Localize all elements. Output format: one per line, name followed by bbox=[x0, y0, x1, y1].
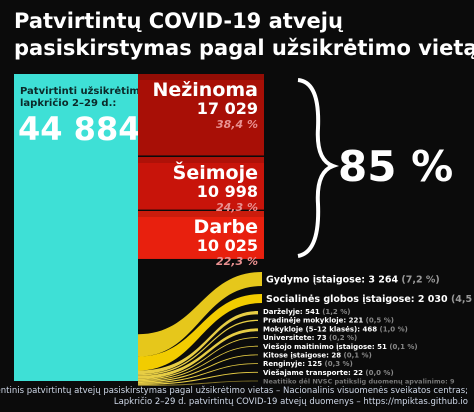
node-shade-seimoje bbox=[138, 157, 264, 163]
source-line2: Lapkričio 2–29 d. patvirtintų COVID-19 a… bbox=[114, 396, 468, 407]
node-seimoje bbox=[138, 157, 264, 210]
node-nezinoma bbox=[138, 74, 264, 156]
label-nezinoma: Nežinoma bbox=[152, 79, 258, 101]
pct-pradineje-mokykloje: (0,5 %) bbox=[366, 317, 394, 325]
pct-nezinoma: 38,4 % bbox=[216, 118, 258, 131]
source-line1: Šaltiniai: Procentinis patvirtintų atvej… bbox=[0, 384, 468, 396]
node-shade-nezinoma bbox=[138, 74, 264, 80]
total-value: 44 884 bbox=[18, 110, 140, 148]
flow-gydymo-istaigose bbox=[138, 272, 262, 357]
pct-mokykloje-5-12-klases: (1,0 %) bbox=[380, 325, 408, 333]
label-pradineje-mokykloje: Pradinėje mokykloje: 221 (0,5 %) bbox=[263, 317, 394, 325]
flow-viesajame-transporte bbox=[138, 371, 258, 385]
pct-gydymo-istaigose: (7,2 %) bbox=[401, 275, 439, 286]
pct-darbe: 22,3 % bbox=[216, 255, 258, 268]
label-gydymo-istaigose: Gydymo įstaigose: 3 264 (7,2 %) bbox=[266, 275, 440, 286]
value-nezinoma: 17 029 bbox=[197, 99, 258, 118]
pct-universitete: (0,2 %) bbox=[329, 334, 357, 342]
flow-socialines-globos-istaigose bbox=[138, 294, 262, 371]
label-darbe: Darbe bbox=[194, 216, 258, 238]
bracket-percent: 85 % bbox=[338, 142, 453, 191]
label-renginyje: Renginyje: 125 (0,3 %) bbox=[263, 360, 353, 368]
node-darbe bbox=[138, 211, 264, 259]
label-seimoje: Šeimoje bbox=[173, 160, 258, 184]
pct-seimoje: 24,3 % bbox=[216, 201, 258, 214]
pct-renginyje: (0,3 %) bbox=[325, 360, 353, 368]
label-universitete: Universitete: 73 (0,2 %) bbox=[263, 334, 357, 342]
pct-viesajame-transporte: (0,0 %) bbox=[365, 369, 393, 377]
label-viesajame-transporte: Viešajame transporte: 22 (0,0 %) bbox=[263, 369, 394, 377]
bracket-shape bbox=[297, 78, 339, 258]
pct-viesojo-maitinimo-istaigose: (0,1 %) bbox=[389, 343, 417, 351]
chart-title-line2: pasiskirstymas pagal užsikrėtimo vietą bbox=[14, 36, 474, 60]
node-shade-darbe bbox=[138, 211, 264, 217]
label-socialines-globos-istaigose: Socialinės globos įstaigose: 2 030 (4,5 … bbox=[266, 294, 474, 305]
flow-layer bbox=[138, 272, 262, 387]
flow-neatitiko-del-nvsc-patikslig-duomenu-apvalinimo bbox=[138, 380, 258, 387]
chart-title-line1: Patvirtintų COVID-19 atvejų bbox=[14, 9, 344, 33]
label-kitose-istaigose: Kitose įstaigose: 28 (0,1 %) bbox=[263, 352, 372, 360]
label-darzelyje: Darželyje: 541 (1,2 %) bbox=[263, 308, 350, 316]
total-label-line1: Patvirtinti užsikrėtimai bbox=[20, 85, 150, 97]
pct-darzelyje: (1,2 %) bbox=[322, 308, 350, 316]
value-darbe: 10 025 bbox=[197, 236, 258, 255]
value-seimoje: 10 998 bbox=[197, 182, 258, 201]
total-bar bbox=[14, 74, 138, 381]
total-label-line2: lapkričio 2–29 d.: bbox=[20, 97, 116, 109]
category-nodes bbox=[138, 74, 264, 259]
label-viesojo-maitinimo-istaigose: Viešojo maitinimo įstaigose: 51 (0,1 %) bbox=[263, 343, 418, 351]
pct-kitose-istaigose: (0,1 %) bbox=[344, 352, 372, 360]
label-mokykloje-5-12-klases: Mokykloje (5–12 klasės): 468 (1,0 %) bbox=[263, 325, 408, 333]
pct-socialines-globos-istaigose: (4,5 %) bbox=[451, 294, 474, 305]
label-neatitiko-del-nvsc-patikslig-duomenu-apvalinimo: Neatitiko dėl NVSC patikslig duomenų apv… bbox=[263, 378, 455, 386]
